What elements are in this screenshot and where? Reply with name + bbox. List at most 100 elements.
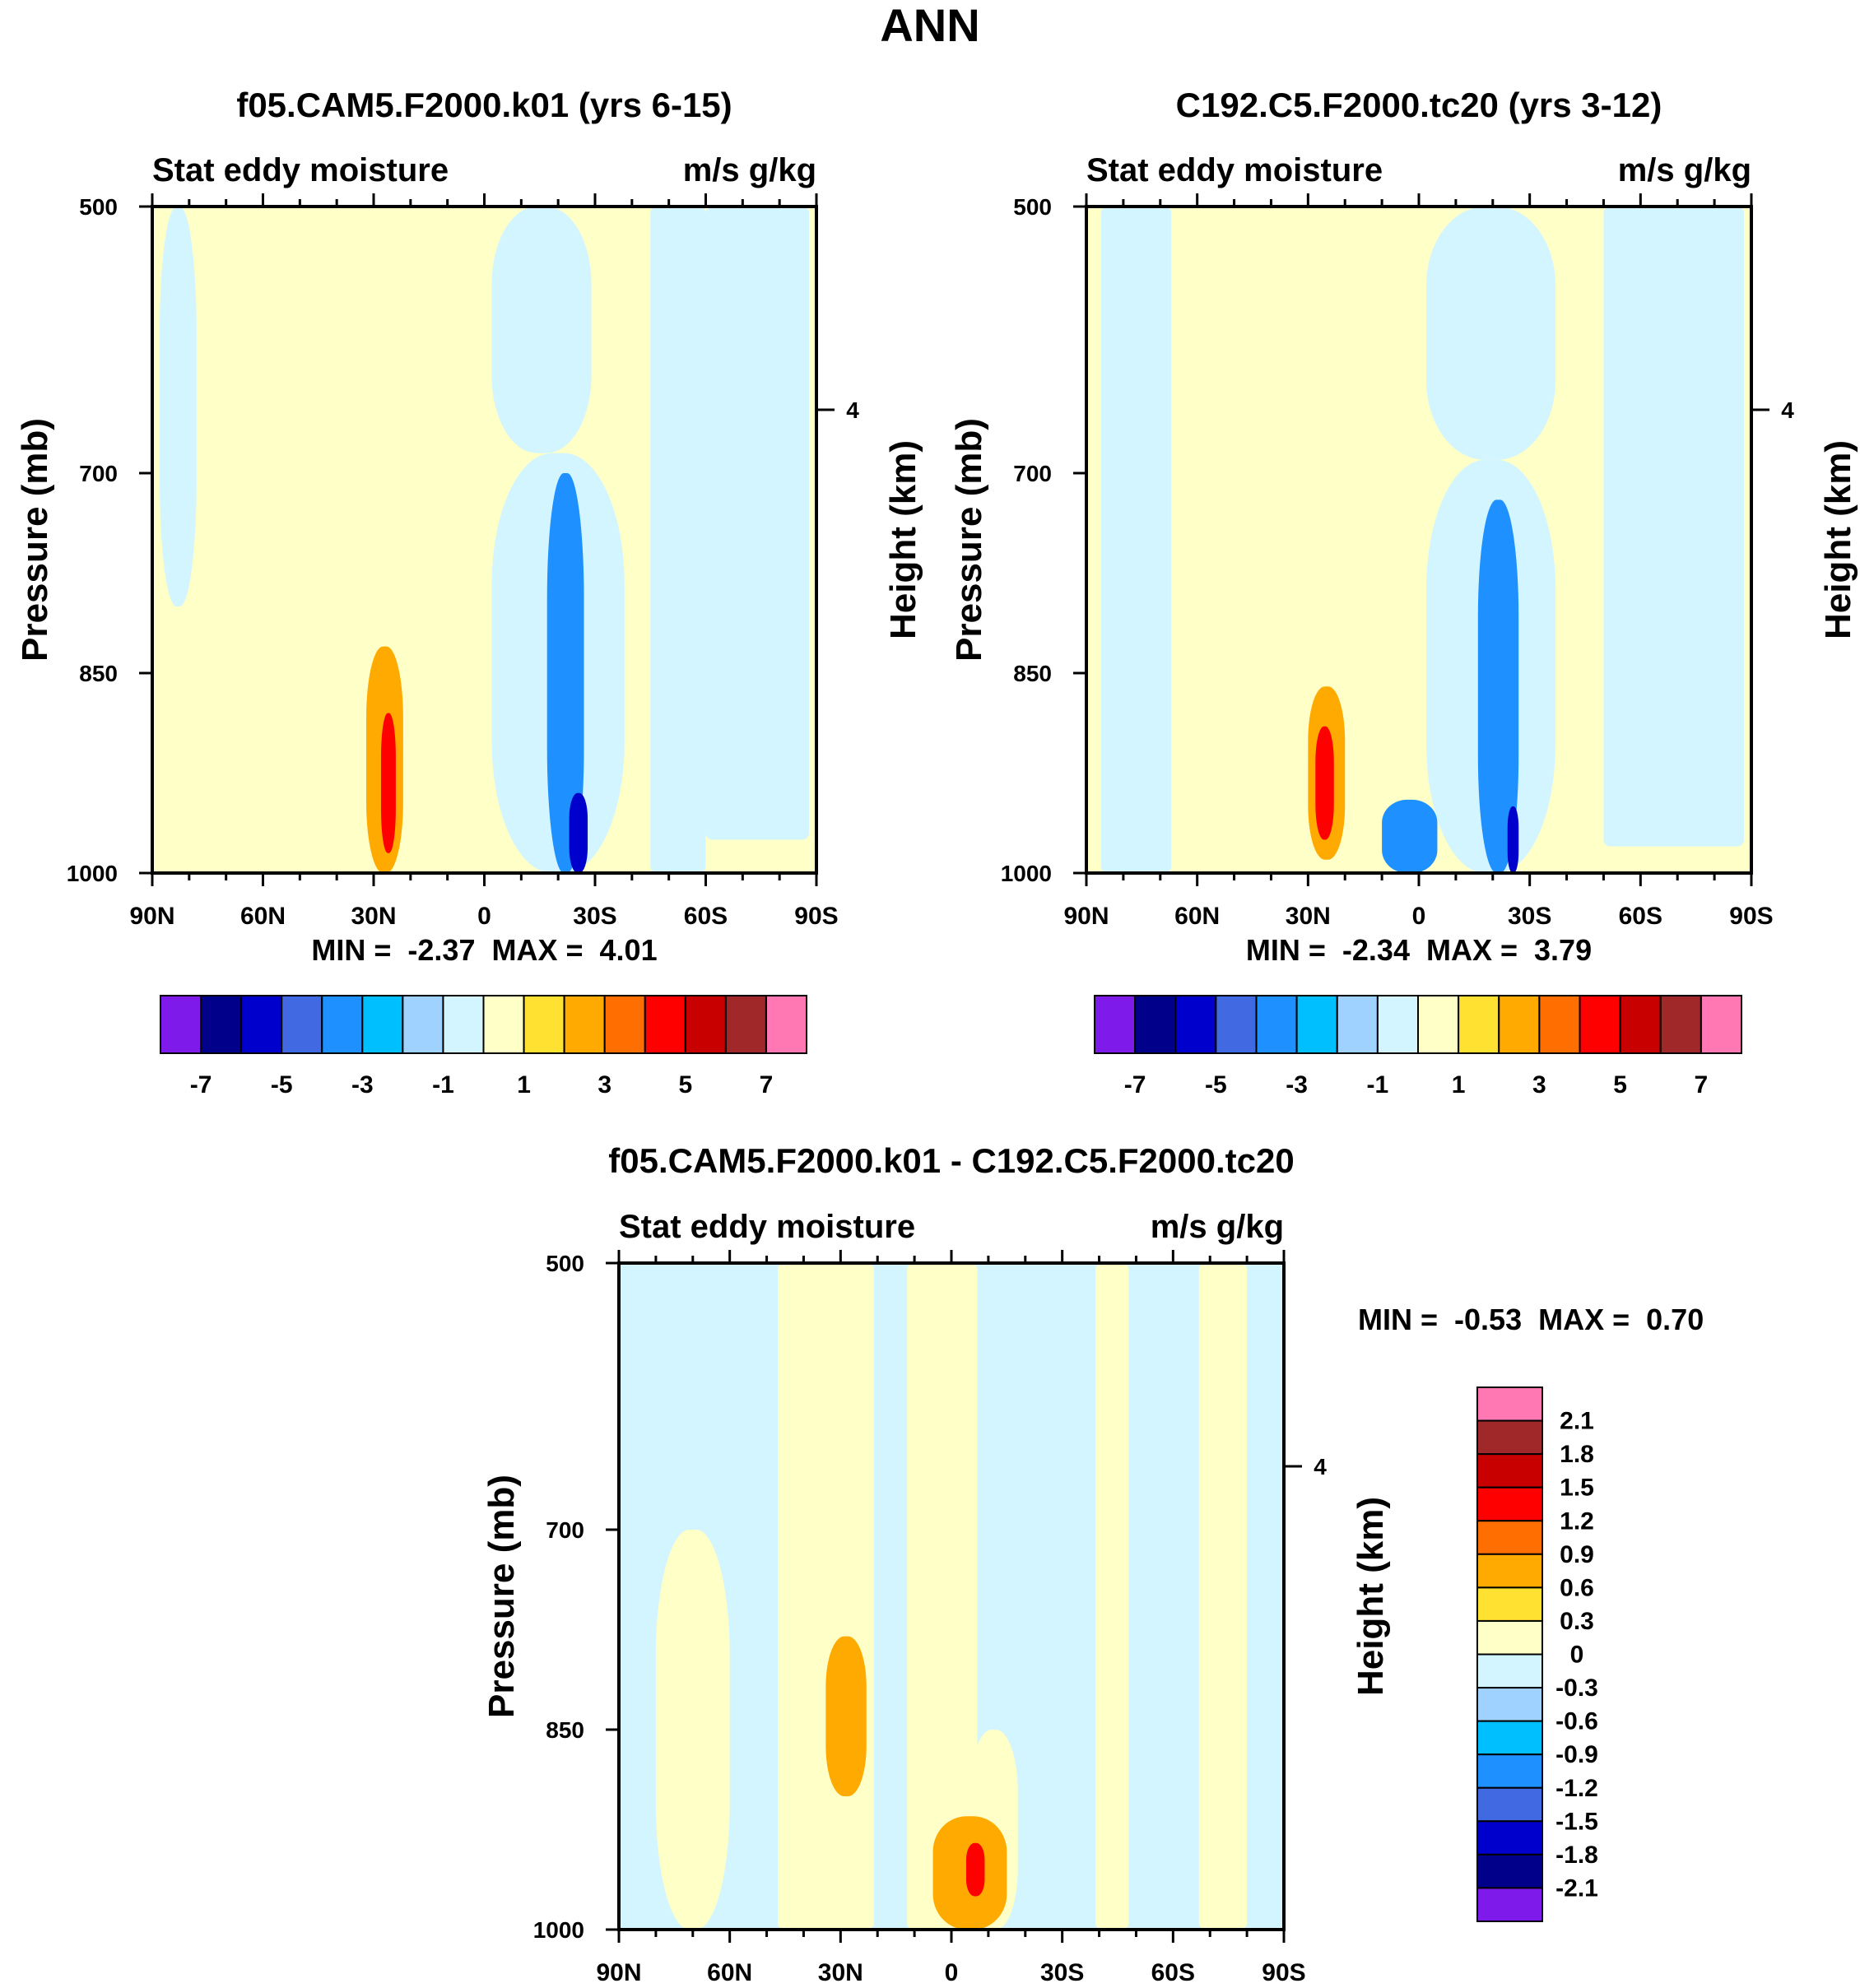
contour-bands bbox=[159, 207, 810, 873]
colorbar: 2.1 1.8 1.5 1.2 0.9 0.6 0.3 0 -0.3 -0.6 -0.9 -1.2 -1… bbox=[1476, 1386, 1598, 1922]
colorbar-label: 3 bbox=[598, 1071, 611, 1099]
x-tick-label: 30N bbox=[818, 1959, 863, 1986]
right-string: m/s g/kg bbox=[683, 152, 816, 188]
max-label: MAX = bbox=[1426, 933, 1518, 967]
colorbar-label: -0.9 bbox=[1555, 1741, 1598, 1768]
min-max-gap bbox=[1326, 933, 1342, 967]
colorbar-label: 5 bbox=[678, 1071, 692, 1099]
colorbar-box bbox=[1476, 1753, 1543, 1789]
x-tick-label: 60N bbox=[707, 1959, 752, 1986]
min-max-text: MIN = -0.53 MAX = 0.70 bbox=[1358, 1303, 1704, 1336]
panel-left: f05.CAM5.F2000.k01 (yrs 6-15) Stat eddy m… bbox=[15, 86, 923, 1099]
min-value: -0.53 bbox=[1454, 1303, 1522, 1336]
right-string: m/s g/kg bbox=[1618, 152, 1751, 188]
x-tick-label: 60S bbox=[1619, 903, 1662, 930]
contour-band bbox=[1382, 799, 1438, 873]
colorbar-box bbox=[160, 995, 202, 1054]
min-value: -2.34 bbox=[1342, 933, 1410, 967]
x-tick-label: 90N bbox=[129, 903, 174, 930]
y-tick-label: 500 bbox=[79, 194, 118, 220]
colorbar-box bbox=[281, 995, 323, 1054]
x-tick-label: 30N bbox=[351, 903, 396, 930]
colorbar-label: 1 bbox=[1452, 1071, 1466, 1099]
y2-tick-label: 4 bbox=[1314, 1454, 1327, 1479]
min-label: MIN = bbox=[311, 933, 391, 967]
contour-band bbox=[1425, 207, 1556, 460]
panel-title: f05.CAM5.F2000.k01 - C192.C5.F2000.tc20 bbox=[608, 1141, 1294, 1180]
colorbar-label: -3 bbox=[351, 1071, 374, 1099]
x-tick-label: 90S bbox=[1262, 1959, 1305, 1986]
colorbar-box bbox=[321, 995, 364, 1054]
colorbar-label: 0.9 bbox=[1560, 1541, 1594, 1568]
min-max-gap bbox=[1630, 1303, 1646, 1336]
colorbar-box bbox=[200, 995, 243, 1054]
contour-band bbox=[546, 473, 584, 873]
colorbar-box bbox=[442, 995, 485, 1054]
y-axis-title: Pressure (mb) bbox=[15, 418, 55, 662]
colorbar-label: -1.5 bbox=[1555, 1808, 1598, 1835]
colorbar-box bbox=[1476, 1619, 1543, 1656]
contour-band bbox=[907, 1263, 978, 1930]
min-label: MIN = bbox=[1246, 933, 1326, 967]
panel-difference: f05.CAM5.F2000.k01 - C192.C5.F2000.tc20 S… bbox=[481, 1141, 1704, 1986]
colorbar-box bbox=[1134, 995, 1177, 1054]
max-label: MAX = bbox=[1538, 1303, 1630, 1336]
y-tick-label: 850 bbox=[546, 1717, 584, 1743]
colorbar-label: 5 bbox=[1613, 1071, 1627, 1099]
contour-band bbox=[380, 713, 396, 853]
colorbar-box bbox=[1215, 995, 1258, 1054]
colorbar-label: 0 bbox=[1570, 1642, 1584, 1669]
contour-band bbox=[569, 792, 588, 873]
y-tick-label: 700 bbox=[546, 1517, 584, 1543]
colorbar-label: -1.2 bbox=[1555, 1775, 1598, 1802]
x-tick-label: 0 bbox=[945, 1959, 959, 1986]
colorbar-label: -0.3 bbox=[1555, 1674, 1598, 1702]
contour-band bbox=[159, 207, 197, 606]
y2-axis-title: Height (km) bbox=[1351, 1497, 1391, 1696]
colorbar-box bbox=[1619, 995, 1662, 1054]
contour-band bbox=[1315, 726, 1334, 840]
min-max-gap bbox=[475, 933, 491, 967]
min-label: MIN = bbox=[1358, 1303, 1438, 1336]
y2-axis-title: Height (km) bbox=[883, 440, 923, 639]
y-tick-label: 1000 bbox=[67, 861, 118, 886]
x-tick-label: 60N bbox=[240, 903, 286, 930]
colorbar-box bbox=[1476, 1486, 1543, 1522]
contour-bands bbox=[1100, 207, 1745, 873]
min-max-gap bbox=[1518, 933, 1534, 967]
colorbar-box bbox=[1538, 995, 1581, 1054]
colorbar-box bbox=[1174, 995, 1217, 1054]
contour-band bbox=[655, 1530, 730, 1930]
y2-tick-label: 4 bbox=[846, 397, 859, 423]
contour-band bbox=[705, 207, 810, 840]
colorbar-label: 1.5 bbox=[1560, 1475, 1594, 1502]
colorbar-box bbox=[1417, 995, 1460, 1054]
colorbar-label: 7 bbox=[1695, 1071, 1709, 1099]
panel-title: f05.CAM5.F2000.k01 (yrs 6-15) bbox=[236, 86, 732, 124]
colorbar-box bbox=[1498, 995, 1541, 1054]
colorbar-label: 3 bbox=[1532, 1071, 1546, 1099]
contour-band bbox=[825, 1636, 867, 1796]
contour-band bbox=[1100, 207, 1172, 873]
contour-band bbox=[1477, 499, 1519, 873]
colorbar-box bbox=[523, 995, 565, 1054]
x-tick-label: 30N bbox=[1286, 903, 1331, 930]
colorbar-label: -5 bbox=[1205, 1071, 1227, 1099]
max-value: 0.70 bbox=[1646, 1303, 1704, 1336]
min-max-gap bbox=[1522, 1303, 1538, 1336]
y-tick-label: 700 bbox=[79, 461, 118, 486]
left-string: Stat eddy moisture bbox=[152, 152, 449, 188]
colorbar-box bbox=[361, 995, 404, 1054]
colorbar-box bbox=[1476, 1853, 1543, 1889]
y-tick-label: 1000 bbox=[1001, 861, 1052, 886]
colorbar-box bbox=[1476, 1820, 1543, 1856]
min-max-gap bbox=[1410, 933, 1426, 967]
min-value: -2.37 bbox=[407, 933, 475, 967]
colorbar-box bbox=[482, 995, 525, 1054]
x-tick-label: 90S bbox=[1729, 903, 1773, 930]
colorbar-box bbox=[563, 995, 606, 1054]
left-string: Stat eddy moisture bbox=[1086, 152, 1383, 188]
min-max-gap bbox=[1438, 1303, 1454, 1336]
colorbar-box bbox=[1476, 1419, 1543, 1456]
